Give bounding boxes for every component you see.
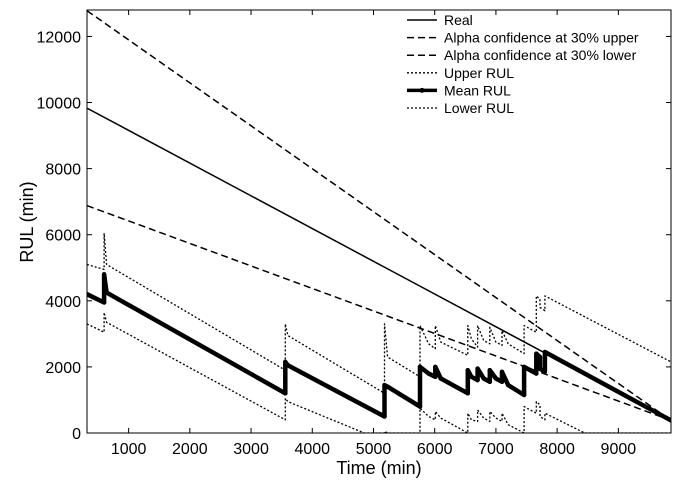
mean-rul-marker bbox=[465, 368, 470, 373]
mean-rul-marker bbox=[283, 359, 288, 365]
mean-rul-marker bbox=[433, 374, 438, 380]
series-layer bbox=[87, 10, 671, 433]
x-tick-label: 7000 bbox=[478, 441, 514, 458]
series-alpha-confidence-at-30-lower bbox=[87, 204, 671, 422]
mean-rul-marker bbox=[537, 366, 543, 371]
mean-rul-marker bbox=[285, 363, 290, 368]
mean-rul-marker bbox=[417, 364, 423, 370]
mean-rul-marker bbox=[475, 366, 480, 371]
axis-ticks: 1000 2000 3000 4000 5000 6000 7000 8000 9000 0 200… bbox=[37, 10, 671, 458]
mean-rul-marker bbox=[87, 292, 90, 297]
y-tick-label: 10000 bbox=[37, 96, 82, 113]
mean-rul-marker bbox=[417, 404, 423, 409]
y-tick-label: 12000 bbox=[37, 29, 82, 46]
mean-rul-marker bbox=[469, 374, 474, 380]
mean-rul-marker bbox=[433, 364, 438, 370]
mean-rul-marker bbox=[385, 384, 390, 389]
y-tick-label: 2000 bbox=[45, 360, 81, 377]
series-alpha-confidence-at-30-upper bbox=[87, 10, 671, 422]
mean-rul-marker bbox=[493, 376, 499, 381]
legend-label-alpha-confidence-at-30-lower: Alpha confidence at 30% lower bbox=[444, 47, 637, 63]
mean-rul-marker bbox=[499, 369, 505, 375]
mean-rul-marker bbox=[521, 364, 527, 370]
mean-rul-marker bbox=[534, 351, 539, 356]
series-lower-rul bbox=[87, 311, 671, 433]
y-axis-label: RUL (min) bbox=[17, 181, 37, 262]
mean-rul-marker bbox=[283, 391, 288, 396]
mean-rul-marker bbox=[382, 414, 387, 419]
y-tick-label: 8000 bbox=[45, 162, 81, 179]
mean-rul-marker bbox=[499, 379, 505, 384]
legend-label-alpha-confidence-at-30-upper: Alpha confidence at 30% upper bbox=[444, 30, 639, 46]
mean-rul-marker bbox=[481, 376, 486, 381]
legend-label-upper-rul: Upper RUL bbox=[444, 65, 514, 81]
mean-rul-marker bbox=[537, 354, 543, 360]
mean-rul-marker bbox=[438, 376, 444, 381]
x-tick-label: 2000 bbox=[172, 441, 208, 458]
legend-marker bbox=[419, 87, 425, 93]
mean-rul-marker bbox=[101, 300, 107, 305]
mean-rul-marker bbox=[668, 418, 671, 423]
x-tick-label: 3000 bbox=[233, 441, 269, 458]
legend-label-real: Real bbox=[444, 12, 473, 28]
x-tick-label: 5000 bbox=[356, 441, 392, 458]
legend-label-mean-rul: Mean RUL bbox=[444, 82, 511, 98]
mean-rul-marker bbox=[475, 377, 480, 383]
mean-rul-marker bbox=[521, 392, 527, 398]
y-tick-label: 6000 bbox=[45, 228, 81, 245]
mean-rul-marker bbox=[101, 272, 107, 277]
x-tick-label: 9000 bbox=[601, 441, 637, 458]
x-tick-label: 6000 bbox=[417, 441, 453, 458]
x-tick-label: 8000 bbox=[539, 441, 575, 458]
x-axis-label: Time (min) bbox=[336, 458, 421, 478]
mean-rul-marker bbox=[487, 368, 493, 373]
x-tick-label: 1000 bbox=[111, 441, 147, 458]
legend-label-lower-rul: Lower RUL bbox=[444, 100, 514, 116]
mean-rul-marker bbox=[542, 369, 548, 375]
mean-rul-marker bbox=[534, 371, 539, 376]
mean-rul-marker bbox=[505, 382, 511, 388]
plot-area bbox=[86, 9, 672, 434]
x-tick-label: 4000 bbox=[294, 441, 330, 458]
y-tick-label: 4000 bbox=[45, 294, 81, 311]
mean-rul-marker bbox=[465, 391, 470, 396]
mean-rul-marker bbox=[487, 379, 493, 384]
mean-rul-marker bbox=[426, 371, 431, 376]
mean-rul-marker bbox=[542, 349, 548, 355]
y-tick-label: 0 bbox=[72, 426, 81, 443]
mean-rul-marker bbox=[104, 290, 109, 295]
